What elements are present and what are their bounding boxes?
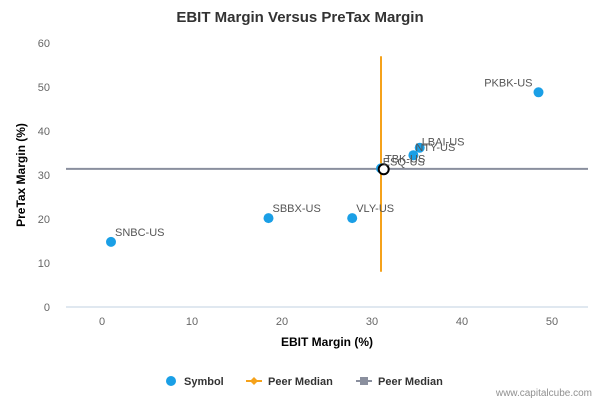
legend-peer-median-x-label: Peer Median	[268, 376, 333, 388]
y-tick-label: 20	[38, 214, 50, 226]
data-point	[414, 142, 425, 153]
data-point-label: VLY-US	[356, 203, 394, 215]
legend-peer-median-y-marker	[360, 377, 368, 385]
legend-item-symbol[interactable]: Symbol	[166, 376, 224, 388]
y-tick-label: 0	[44, 302, 50, 314]
chart-title: EBIT Margin Versus PreTax Margin	[176, 9, 423, 26]
legend: Symbol Peer Median Peer Median	[166, 376, 443, 388]
data-point	[106, 236, 116, 247]
y-tick-label: 40	[38, 126, 50, 138]
legend-symbol-marker	[166, 376, 176, 386]
x-tick-label: 10	[186, 316, 198, 328]
x-tick-label: 30	[366, 316, 378, 328]
x-axis-title: EBIT Margin (%)	[281, 335, 373, 349]
x-tick-label: 50	[546, 316, 558, 328]
legend-item-peer-median-x[interactable]: Peer Median	[246, 376, 333, 388]
data-point-label: TBK-US	[385, 153, 425, 165]
data-point-label: PKBK-US	[484, 77, 532, 89]
credit-text: www.capitalcube.com	[495, 388, 592, 399]
data-point	[347, 213, 358, 224]
legend-peer-median-x-marker	[250, 377, 258, 385]
y-tick-label: 10	[38, 258, 50, 270]
legend-item-peer-median-y[interactable]: Peer Median	[356, 376, 443, 388]
x-axis-ticks: 0 10 20 30 40 50	[99, 316, 558, 328]
x-tick-label: 40	[456, 316, 468, 328]
data-point-label: SBBX-US	[273, 203, 321, 215]
y-tick-label: 60	[38, 38, 50, 50]
data-point	[263, 213, 274, 224]
data-point-label: SNBC-US	[115, 227, 165, 239]
legend-symbol-label: Symbol	[184, 376, 224, 388]
legend-peer-median-y-label: Peer Median	[378, 376, 443, 388]
highlight-point	[377, 163, 390, 176]
highlight-point-label: ESQ-US	[383, 156, 425, 168]
y-axis-title: PreTax Margin (%)	[14, 123, 28, 227]
y-tick-label: 50	[38, 82, 50, 94]
data-point	[533, 87, 544, 98]
data-point-label: NTY-US	[415, 142, 455, 154]
x-tick-label: 20	[276, 316, 288, 328]
data-point	[408, 150, 419, 161]
x-tick-label: 0	[99, 316, 105, 328]
y-axis-ticks: 0 10 20 30 40 50 60	[38, 38, 50, 314]
data-point-label: LBAI-US	[422, 137, 465, 149]
y-tick-label: 30	[38, 170, 50, 182]
